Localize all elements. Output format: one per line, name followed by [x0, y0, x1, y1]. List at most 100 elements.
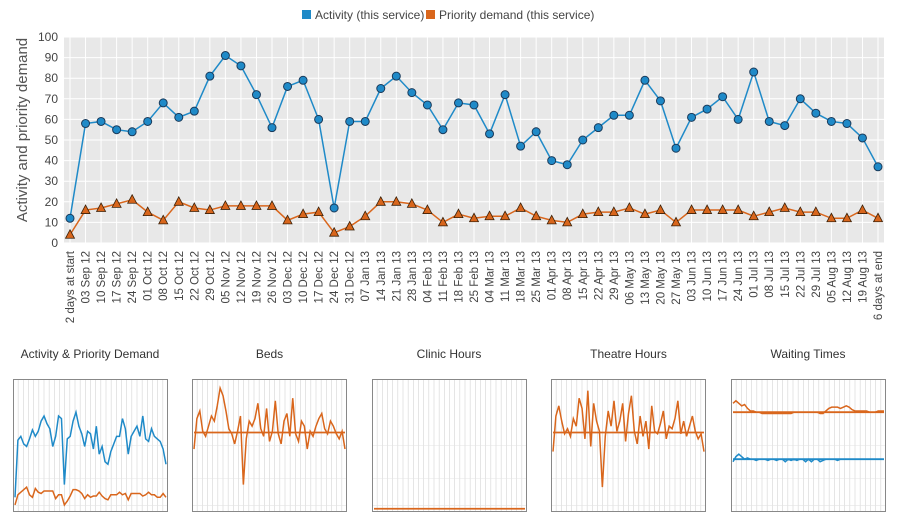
- data-point: [143, 116, 153, 126]
- data-point: [484, 210, 495, 221]
- x-tick-label: 07 Jan 13: [360, 251, 372, 302]
- thumbnail-title-beds: Beds: [255, 347, 284, 361]
- data-point: [516, 141, 526, 151]
- data-point: [236, 61, 246, 71]
- data-point: [174, 112, 184, 122]
- y-tick-label: 50: [45, 133, 59, 147]
- x-tick-label: 29 Oct 12: [205, 251, 217, 301]
- data-point: [732, 204, 744, 214]
- x-tick-label: 17 Sep 12: [112, 251, 124, 303]
- thumbnail-series-line: [13, 485, 167, 507]
- data-point: [158, 98, 168, 108]
- thumbnail-chart-activity-priority[interactable]: [12, 379, 168, 512]
- data-point: [671, 143, 681, 153]
- thumbnail-chart-beds[interactable]: [192, 379, 347, 512]
- x-tick-label: 25 Mar 13: [531, 251, 543, 303]
- data-point: [158, 214, 169, 225]
- data-point: [841, 212, 853, 223]
- thumbnail-chart-theatre-hours[interactable]: [551, 379, 706, 512]
- y-tick-label: 20: [45, 195, 59, 209]
- data-point: [469, 100, 479, 110]
- x-tick-label: 10 Jun 13: [702, 251, 714, 302]
- data-point: [733, 114, 743, 124]
- data-point: [360, 210, 371, 221]
- y-tick-label: 100: [38, 30, 58, 44]
- data-point: [624, 110, 634, 120]
- data-point: [702, 104, 712, 114]
- x-tick-label: 03 Dec 12: [283, 251, 295, 303]
- data-point: [578, 135, 588, 145]
- data-point: [407, 88, 417, 98]
- data-point: [329, 203, 339, 213]
- data-point: [670, 216, 682, 227]
- data-point: [468, 212, 480, 223]
- x-tick-label: 11 Mar 13: [500, 251, 512, 302]
- data-point: [453, 98, 463, 108]
- y-tick-label: 90: [45, 51, 59, 65]
- data-point: [842, 119, 852, 129]
- x-tick-label: 21 Jan 13: [391, 251, 403, 302]
- data-point: [748, 210, 759, 221]
- x-tick-label: 05 Nov 12: [220, 251, 232, 303]
- x-tick-label: 06 May 13: [624, 251, 636, 305]
- data-point: [127, 127, 137, 137]
- data-point: [422, 204, 433, 214]
- x-tick-label: 18 Feb 13: [453, 251, 465, 303]
- x-tick-label: 20 May 13: [655, 251, 667, 305]
- data-point: [406, 198, 418, 208]
- x-tick-label: 29 Apr 13: [609, 251, 621, 300]
- data-point: [655, 96, 665, 106]
- data-point: [189, 106, 199, 116]
- x-tick-label: 22 Apr 13: [593, 251, 605, 300]
- thumbnail-chart-waiting-times[interactable]: [730, 379, 886, 512]
- data-point: [795, 206, 806, 217]
- data-point: [499, 210, 511, 221]
- data-point: [126, 193, 138, 204]
- x-tick-label: 2 days at start: [65, 250, 77, 323]
- x-tick-label: 22 Oct 12: [189, 251, 201, 301]
- data-point: [795, 94, 805, 104]
- data-point: [360, 116, 370, 126]
- x-tick-label: 08 Jul 13: [764, 251, 776, 298]
- x-tick-label: 10 Dec 12: [298, 251, 310, 303]
- data-point: [376, 84, 386, 93]
- data-point: [313, 206, 324, 217]
- data-point: [873, 162, 883, 172]
- x-tick-label: 12 Aug 13: [842, 251, 854, 303]
- thumbnail-series-line: [193, 385, 346, 485]
- data-point: [267, 123, 277, 133]
- data-point: [655, 204, 666, 214]
- data-point: [96, 116, 106, 126]
- thumbnail-chart-clinic-hours[interactable]: [371, 379, 527, 512]
- data-point: [562, 216, 573, 227]
- data-point: [577, 208, 588, 219]
- data-point: [562, 160, 572, 170]
- x-tick-label: 24 Sep 12: [127, 251, 139, 303]
- data-point: [235, 200, 247, 210]
- data-point: [780, 121, 790, 131]
- data-point: [608, 206, 620, 217]
- data-point: [593, 206, 604, 217]
- data-point: [764, 206, 775, 217]
- legend-swatch: [426, 10, 435, 19]
- y-tick-label: 10: [45, 215, 59, 229]
- x-tick-label: 22 Jul 13: [795, 251, 807, 298]
- y-tick-label: 60: [45, 112, 59, 126]
- x-tick-label: 14 Jan 13: [376, 251, 388, 302]
- x-axis-ticks: 2 days at start 03 Sep 12 10 Sep 12 17 Sep …: [65, 250, 885, 323]
- y-tick-label: 30: [45, 174, 59, 188]
- x-tick-label: 15 Oct 12: [174, 251, 186, 301]
- data-point: [717, 204, 728, 214]
- x-tick-label: 10 Sep 12: [96, 251, 108, 303]
- x-tick-label: 03 Sep 12: [81, 251, 93, 303]
- data-point: [391, 71, 401, 81]
- y-tick-label: 0: [51, 236, 58, 250]
- data-point: [391, 195, 402, 206]
- data-point: [314, 114, 324, 124]
- thumbnail-series-line: [13, 409, 167, 498]
- data-point: [547, 156, 557, 166]
- data-point: [112, 125, 122, 135]
- x-tick-label: 24 Dec 12: [329, 251, 341, 303]
- data-point: [485, 129, 495, 139]
- y-axis-label: Activity and priority demand: [14, 38, 31, 222]
